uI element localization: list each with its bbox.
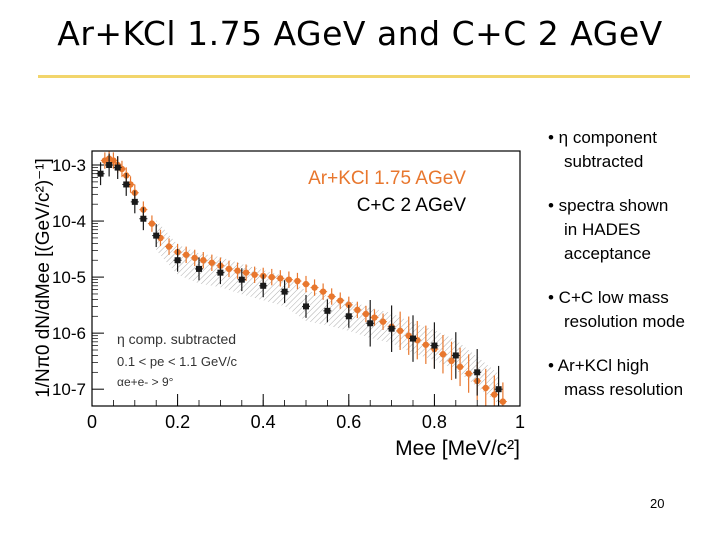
data-point [495, 386, 502, 393]
bullet-line: • C+C low mass [548, 288, 669, 307]
x-tick-label: 0.8 [422, 412, 447, 432]
bullet-line: • Ar+KCl high [548, 356, 649, 375]
data-point [165, 243, 173, 250]
annotation-opening-angle: αe+e- > 9° [117, 375, 174, 389]
bullet-line: in HADES [564, 220, 641, 239]
data-point [448, 357, 455, 365]
slide-title: Ar+KCl 1.75 AGeV and C+C 2 AGeV [57, 14, 663, 53]
y-tick-label: 10-4 [52, 212, 86, 231]
data-point [491, 391, 498, 398]
data-point [302, 280, 310, 288]
data-point [499, 398, 507, 405]
annotation-pe-range: 0.1 < pe < 1.1 GeV/c [117, 354, 237, 369]
y-tick-label: 10-6 [52, 324, 86, 343]
x-tick-label: 1 [515, 412, 525, 432]
y-tick-label: 10-5 [52, 268, 86, 287]
data-point [294, 277, 301, 285]
data-point [422, 341, 430, 348]
data-point [345, 313, 352, 320]
data-point [452, 352, 459, 359]
data-point [251, 271, 258, 278]
data-point [482, 384, 489, 392]
data-point [354, 306, 361, 314]
data-point [379, 318, 387, 325]
data-point [153, 232, 160, 239]
y-axis-ticks: 10-3 10-4 10-5 10-6 10-7 [52, 156, 104, 399]
legend: Ar+KCl 1.75 AGeV C+C 2 AGeV [308, 168, 466, 216]
bullet-item: • C+C low mass resolution mode [548, 286, 718, 334]
bullet-line: acceptance [564, 244, 651, 263]
data-point [114, 164, 121, 171]
data-point [238, 276, 245, 283]
x-axis-ticks: 0 0.2 0.4 0.6 0.8 1 [87, 394, 525, 432]
data-point [388, 325, 395, 332]
data-point [362, 310, 370, 318]
x-axis-label: Mee [MeV/c²] [395, 437, 520, 460]
data-point [474, 369, 481, 376]
annotation-eta-subtracted: η comp. subtracted [117, 331, 236, 347]
series-group [96, 151, 507, 406]
data-point [225, 265, 233, 273]
title-underline [38, 75, 690, 78]
bullet-item: • Ar+KCl high mass resolution [548, 354, 718, 402]
data-point [97, 170, 104, 177]
bullet-list: • η component subtracted • spectra shown in… [548, 126, 718, 422]
x-tick-label: 0.2 [165, 412, 190, 432]
data-point [337, 297, 344, 304]
legend-entry-cc: C+C 2 AGeV [357, 195, 467, 216]
data-point [242, 269, 250, 276]
bullet-item: • η component subtracted [548, 126, 718, 174]
data-point [439, 351, 447, 358]
series-cc [96, 153, 503, 406]
data-point [396, 327, 404, 335]
data-point [465, 370, 472, 377]
data-point [234, 267, 241, 274]
dielectron-mass-spectrum-chart: 0 0.2 0.4 0.6 0.8 1 10-3 10-4 10-5 10-6 10-7 Ar+K… [24, 110, 542, 462]
data-point [303, 303, 309, 310]
data-point [367, 320, 374, 327]
data-point [277, 275, 284, 282]
x-tick-label: 0 [87, 412, 97, 432]
data-point [311, 284, 318, 291]
data-point [268, 273, 275, 281]
data-point [285, 276, 293, 283]
data-point [200, 257, 207, 264]
data-point [140, 215, 147, 222]
data-point [410, 335, 416, 342]
data-point [324, 307, 331, 314]
legend-entry-arkcl: Ar+KCl 1.75 AGeV [308, 168, 466, 189]
bullet-item: • spectra shown in HADES acceptance [548, 194, 718, 266]
bullet-line: resolution mode [564, 312, 685, 331]
data-point [217, 269, 224, 276]
data-point [131, 198, 138, 205]
data-point [182, 251, 190, 258]
data-point [208, 259, 216, 266]
data-point [174, 257, 181, 264]
data-point [196, 265, 202, 272]
y-axis-label: 1/Nπ0 dN/dMee [(GeV/c²)⁻¹] [33, 158, 54, 398]
data-point [106, 162, 113, 169]
bullet-line: • spectra shown [548, 196, 669, 215]
data-point [319, 288, 327, 295]
data-point [260, 282, 267, 289]
bullet-line: subtracted [564, 152, 644, 171]
bullet-line: mass resolution [564, 380, 684, 399]
data-point [328, 293, 335, 300]
data-point [123, 181, 130, 188]
data-point [431, 342, 438, 349]
x-tick-label: 0.6 [336, 412, 361, 432]
data-point [148, 220, 156, 227]
bullet-line: • η component [548, 128, 657, 147]
chart-annotations: η comp. subtracted 0.1 < pe < 1.1 GeV/c … [117, 331, 237, 389]
data-point [371, 314, 378, 321]
data-point [191, 254, 198, 262]
data-point [281, 288, 288, 295]
data-point [456, 363, 464, 371]
y-tick-label: 10-3 [52, 156, 86, 175]
x-tick-label: 0.4 [251, 412, 276, 432]
y-tick-label: 10-7 [52, 380, 86, 399]
page-number: 20 [650, 496, 665, 511]
